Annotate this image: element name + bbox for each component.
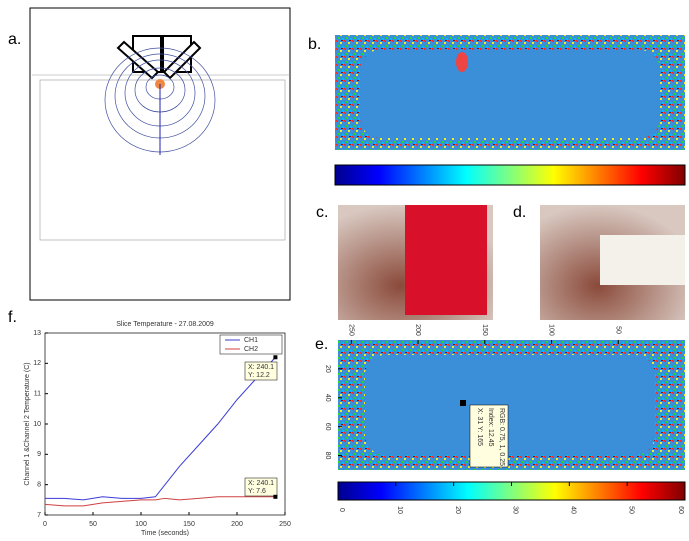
y-tick-label: 8 [37,482,41,489]
panel-label: a. [8,31,21,48]
x-tick-label: 0 [43,521,47,528]
y-tick-label: 12 [33,360,41,367]
x-tick-label: 250 [348,324,355,336]
datatip-text: RGB: 0.75, 1, 0.25 [498,408,505,466]
panel-e [338,340,685,500]
y-tick-label: 60 [324,423,331,431]
x-tick-label: 100 [548,324,555,336]
x-tick-label: 50 [614,326,621,334]
panel-label: c. [316,204,328,221]
colorbar-label: 50 [627,506,634,514]
x-tick-label: 50 [89,521,97,528]
x-tick-label: 100 [135,521,147,528]
panel-b [335,35,685,185]
datatip-text: X: 240.1 [248,480,274,487]
figure: a.b.c.d.e.f.2502001501005020406080010203… [0,0,689,536]
x-tick-label: 150 [481,324,488,336]
colorbar-label: 40 [569,506,576,514]
datatip-text: Y: 12.2 [248,372,270,379]
panel-photos [338,205,685,320]
colorbar-label: 10 [396,506,403,514]
y-tick-label: 13 [33,330,41,337]
colorbar-label: 20 [454,506,461,514]
y-tick-label: 9 [37,451,41,458]
legend-label: CH2 [244,346,258,353]
x-axis-label: Time (seconds) [141,530,189,536]
datatip-marker [460,400,466,406]
y-tick-label: 40 [324,394,331,402]
y-tick-label: 20 [324,365,331,373]
datatip-marker [273,495,277,499]
panel-label: f. [8,309,17,326]
datatip-text: Y: 7.6 [248,488,266,495]
y-tick-label: 11 [34,391,41,398]
y-tick-label: 10 [33,421,41,428]
y-tick-label: 80 [324,452,331,460]
y-tick-label: 7 [37,512,41,519]
panel-label: e. [315,336,328,353]
panel-label: b. [308,36,321,53]
y-axis-label: Channel 1 &Channel 2 Temperature (C) [24,362,31,485]
x-tick-label: 250 [279,521,291,528]
x-tick-label: 150 [183,521,195,528]
legend-label: CH1 [244,337,258,344]
x-tick-label: 200 [414,324,421,336]
datatip-marker [273,355,277,359]
chart-title: Slice Temperature - 27.08.2009 [116,321,214,328]
datatip-text: X: 240.1 [248,364,274,371]
colorbar-label: 0 [338,508,345,512]
x-tick-label: 200 [231,521,243,528]
panel-label: d. [513,204,526,221]
colorbar-label: 30 [512,506,519,514]
colorbar-label: 60 [677,506,684,514]
datatip-text: Index: 12.45 [487,408,494,447]
datatip-text: X: 31 Y: 165 [476,408,483,446]
panel-a [30,8,290,300]
